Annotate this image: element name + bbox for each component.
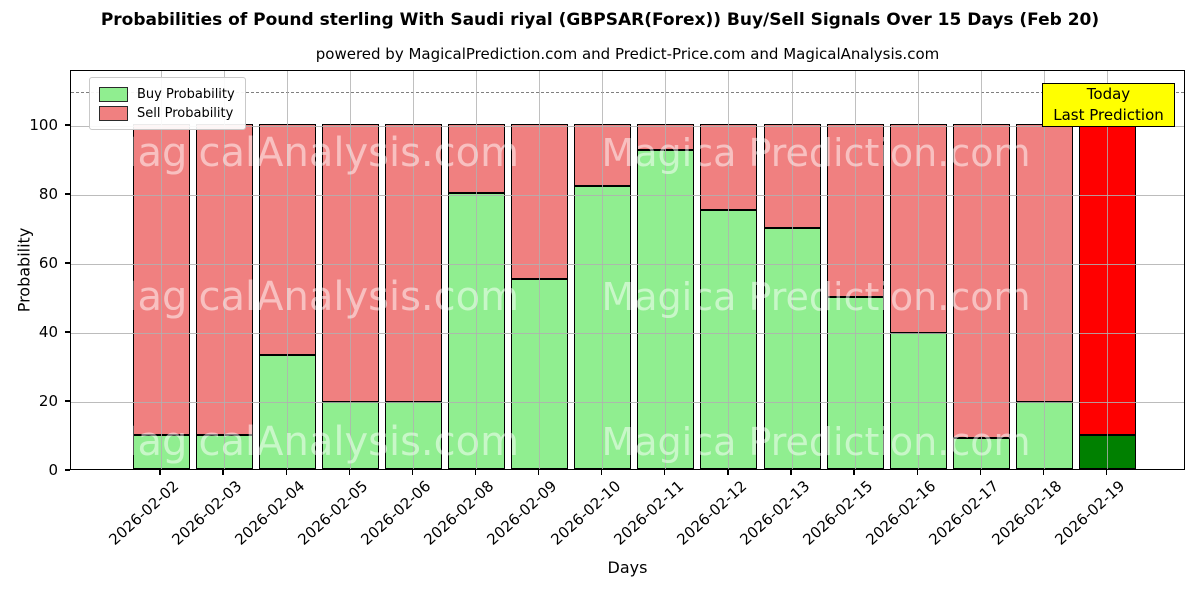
x-tick-mark [285, 470, 287, 475]
legend-label-buy: Buy Probability [137, 87, 235, 102]
legend-item-buy: Buy Probability [99, 85, 235, 104]
gridline-horizontal [71, 332, 1184, 334]
y-tick-label: 60 [38, 254, 58, 273]
y-tick-mark [65, 124, 70, 126]
y-tick-mark [65, 331, 70, 333]
gridline-vertical [286, 71, 288, 469]
gridline-vertical [160, 71, 162, 469]
x-tick-mark [790, 470, 792, 475]
gridline-vertical [791, 71, 793, 469]
gridline-horizontal [71, 194, 1184, 196]
gridline-horizontal [71, 401, 1184, 403]
sell-color-swatch [99, 106, 128, 121]
x-tick-mark [411, 470, 414, 475]
y-axis-label: Probability [14, 227, 34, 313]
x-tick-mark [1105, 470, 1108, 475]
y-tick-label: 0 [48, 461, 58, 479]
x-tick-mark [664, 470, 666, 475]
y-tick-mark [65, 469, 70, 471]
gridline-vertical [917, 71, 919, 469]
gridline-vertical [980, 71, 982, 469]
gridline-vertical [854, 71, 856, 469]
gridline-vertical [223, 71, 225, 469]
x-tick-mark [601, 470, 603, 475]
x-tick-mark [979, 470, 981, 475]
gridline-vertical [665, 71, 667, 469]
today-annotation-box: Today Last Prediction [1042, 83, 1175, 127]
legend-item-sell: Sell Probability [99, 104, 235, 123]
chart-title: Probabilities of Pound sterling With Sau… [100, 10, 1100, 30]
chart-subtitle: powered by MagicalPrediction.com and Pre… [315, 45, 940, 63]
gridline-vertical [1107, 71, 1108, 469]
y-tick-label: 40 [38, 323, 58, 342]
today-annotation-line2: Last Prediction [1053, 106, 1164, 124]
gridline-vertical [539, 71, 541, 469]
x-tick-mark [348, 470, 350, 475]
y-tick-mark [65, 193, 70, 195]
x-tick-mark [853, 470, 855, 475]
y-tick-mark [65, 400, 70, 402]
x-tick-mark [159, 470, 161, 475]
gridline-vertical [602, 71, 604, 469]
y-tick-label: 80 [38, 185, 58, 204]
plot-area: MagicalAnalysis.com Magica Prediction.com… [70, 70, 1185, 470]
dashed-reference-line [71, 91, 1184, 93]
legend-label-sell: Sell Probability [137, 106, 234, 121]
x-tick-mark [222, 470, 224, 475]
x-axis-label: Days [607, 558, 648, 577]
gridline-vertical [349, 71, 351, 469]
x-tick-mark [474, 470, 477, 475]
today-annotation-line1: Today [1086, 85, 1131, 103]
gridline-vertical [728, 71, 730, 469]
x-tick-mark [537, 470, 540, 475]
legend: Buy Probability Sell Probability [89, 77, 246, 130]
y-tick-label: 100 [29, 116, 58, 135]
buy-color-swatch [99, 87, 128, 102]
gridline-vertical [412, 71, 414, 469]
gridline-vertical [476, 71, 477, 469]
x-tick-mark [916, 470, 918, 475]
gridline-vertical [1043, 71, 1045, 469]
gridline-horizontal [71, 125, 1184, 127]
gridline-horizontal [71, 263, 1184, 265]
y-tick-mark [65, 262, 70, 264]
y-tick-label: 20 [38, 392, 58, 411]
x-tick-mark [1042, 470, 1045, 475]
x-tick-mark [727, 470, 729, 475]
